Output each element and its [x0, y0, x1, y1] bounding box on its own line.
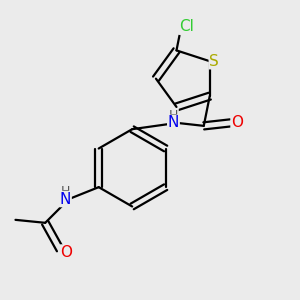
Text: S: S — [209, 54, 219, 69]
Text: H: H — [61, 185, 70, 198]
Text: N: N — [168, 116, 179, 130]
Text: H: H — [169, 109, 178, 122]
Text: N: N — [60, 191, 71, 206]
Text: Cl: Cl — [179, 19, 194, 34]
Text: O: O — [231, 116, 243, 130]
Text: O: O — [61, 245, 73, 260]
